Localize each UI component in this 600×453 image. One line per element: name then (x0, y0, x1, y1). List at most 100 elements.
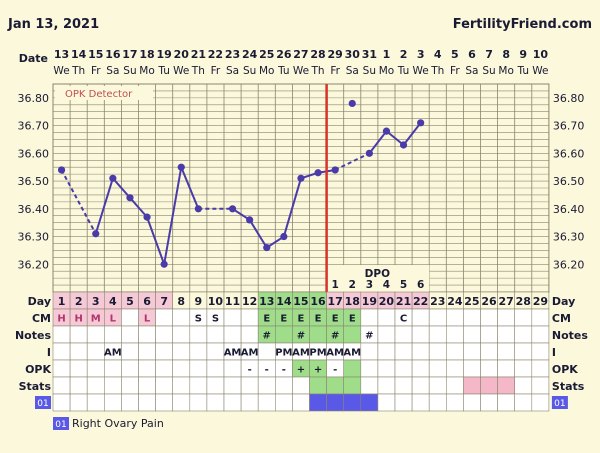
row-cell (86, 393, 105, 412)
dpo-number: 2 (349, 279, 356, 291)
row-cell (240, 325, 259, 344)
date-label: 26 (276, 48, 292, 61)
row-cell (343, 325, 362, 344)
y-tick-label-right: 36.40 (553, 203, 585, 216)
temperature-point (177, 163, 185, 171)
row-cell (445, 325, 464, 344)
row-cell (206, 376, 225, 395)
date-label: 27 (293, 48, 308, 61)
temperature-point (417, 119, 425, 127)
weekday-label: We (53, 65, 69, 77)
row-cell (292, 376, 310, 395)
temperature-point (92, 230, 100, 238)
row-cell (445, 359, 464, 378)
date-label: 7 (485, 48, 493, 61)
temperature-line-segment (163, 167, 183, 265)
y-tick-label-right: 36.30 (553, 231, 585, 244)
temperature-point (365, 149, 373, 157)
weekday-label: Fr (450, 65, 460, 77)
i-cell-text: AM (326, 348, 344, 359)
row-cell (240, 308, 259, 327)
weekday-label: Sa (346, 65, 359, 77)
row-cell (223, 376, 242, 395)
row-cell (428, 376, 447, 395)
row-label-right-notes: Notes (552, 329, 588, 342)
day-number: 8 (177, 295, 185, 308)
date-label: 5 (451, 48, 459, 61)
row-cell (274, 376, 293, 395)
y-tick-label-right: 36.60 (553, 147, 585, 160)
row-cell (155, 376, 174, 395)
opk-cell-text: - (282, 365, 286, 376)
cm-cell-text: E (263, 314, 270, 325)
row-cell (155, 325, 174, 344)
row-cell (292, 393, 310, 412)
day-number: 2 (75, 295, 83, 308)
date-label: 31 (362, 48, 377, 61)
day-number: 9 (195, 295, 203, 308)
row-cell (69, 393, 88, 412)
weekday-label: Tu (277, 65, 289, 77)
y-tick-label-right: 36.70 (553, 120, 585, 133)
row-cell (463, 308, 481, 327)
row-cell (121, 342, 139, 361)
temperature-point (57, 166, 66, 174)
day-number: 27 (498, 295, 513, 308)
temperature-line-segment (248, 219, 268, 249)
temperature-line-segment (368, 130, 388, 154)
weekday-label: Su (243, 65, 256, 77)
row-cell (394, 342, 413, 361)
row-cell (514, 359, 533, 378)
row-cell (411, 376, 430, 395)
day-number: 11 (225, 295, 240, 308)
opk-detector-bg (55, 86, 153, 100)
weekday-label: Mo (259, 65, 274, 77)
row-cell (121, 359, 139, 378)
day-number: 15 (293, 295, 308, 308)
row-cell (360, 393, 379, 412)
notes-cell-text: # (365, 331, 373, 342)
temperature-line-segment (129, 197, 148, 218)
row-cell (86, 325, 105, 344)
weekday-label: We (293, 65, 309, 77)
day-number: 17 (327, 295, 342, 308)
cm-cell-text: S (195, 314, 202, 325)
y-tick-label-left: 36.70 (18, 120, 50, 133)
legend-text: Right Ovary Pain (72, 417, 164, 430)
row-cell (394, 376, 413, 395)
row-cell (257, 342, 276, 361)
row-cell (531, 342, 550, 361)
row-cell (257, 376, 276, 395)
row-cell (428, 308, 447, 327)
weekday-label: We (413, 65, 429, 77)
symptom-badge-right (551, 396, 568, 409)
dpo-number: 1 (331, 279, 338, 291)
weekday-label: Fr (91, 65, 101, 77)
row-cell (445, 376, 464, 395)
weekday-label: Tu (397, 65, 409, 77)
date-label: 22 (208, 48, 223, 61)
row-cell (514, 393, 533, 412)
cm-cell-text: H (57, 314, 65, 325)
row-cell (377, 342, 396, 361)
weekday-label: We (532, 65, 548, 77)
row-cell (411, 325, 430, 344)
row-cell (223, 393, 242, 412)
row-cell (172, 376, 191, 395)
day-number: 22 (413, 295, 428, 308)
day-number: 26 (481, 295, 497, 308)
row-cell (497, 393, 516, 412)
row-cell (360, 376, 379, 395)
i-cell-text: AM (241, 348, 259, 359)
dpo-number: 6 (417, 279, 424, 291)
date-row-label: Date (19, 52, 48, 65)
row-label-left-day: Day (28, 295, 51, 308)
row-cell (155, 308, 174, 327)
row-cell (497, 325, 516, 344)
temperature-point (109, 174, 117, 182)
row-cell (121, 325, 139, 344)
date-label: 21 (191, 48, 206, 61)
y-tick-label-left: 36.40 (18, 203, 50, 216)
temperature-point (382, 127, 391, 135)
